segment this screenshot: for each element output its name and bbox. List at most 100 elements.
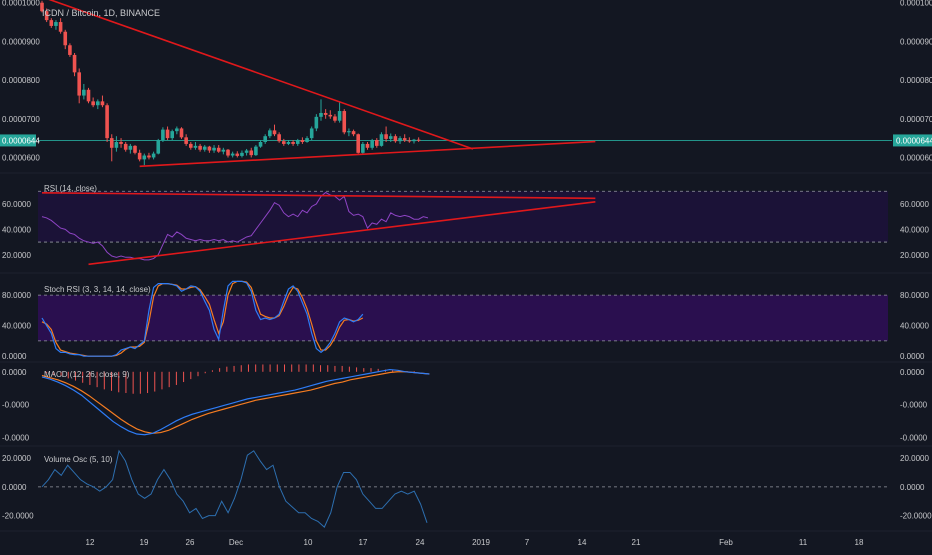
volosc-axis-right-tick-label: -20.0000 [900, 512, 932, 521]
rsi-axis-right-tick-label: 60.0000 [900, 200, 929, 209]
candle-body[interactable] [96, 101, 100, 106]
candle-body[interactable] [128, 145, 133, 150]
candle-body[interactable] [170, 131, 174, 139]
candle-body[interactable] [272, 130, 277, 135]
candle-body[interactable] [254, 146, 258, 156]
candle-body[interactable] [165, 129, 170, 139]
trendline-upper[interactable] [42, 0, 474, 150]
candle-body[interactable] [416, 139, 421, 141]
candle-body[interactable] [309, 128, 314, 139]
stoch-axis-left-tick-label: 40.0000 [2, 322, 31, 331]
candle-body[interactable] [328, 114, 333, 117]
last-price-label-left: 0.0000644 [2, 136, 40, 145]
candle-body[interactable] [133, 145, 137, 153]
candle-body[interactable] [402, 138, 407, 141]
candle-body[interactable] [207, 146, 212, 151]
candle-body[interactable] [100, 101, 105, 106]
candle-body[interactable] [147, 155, 151, 158]
candle-body[interactable] [235, 153, 240, 156]
candle-body[interactable] [49, 20, 54, 26]
candle-body[interactable] [175, 128, 179, 132]
stoch-axis-right-tick-label: 0.0000 [900, 352, 925, 361]
candle-body[interactable] [333, 116, 337, 121]
candle-body[interactable] [347, 131, 351, 133]
candle-body[interactable] [244, 150, 249, 153]
candle-body[interactable] [212, 147, 216, 151]
candle-body[interactable] [189, 143, 193, 148]
candle-body[interactable] [156, 140, 161, 154]
candle-body[interactable] [109, 138, 114, 148]
candle-body[interactable] [342, 111, 347, 133]
candle-body[interactable] [240, 152, 244, 156]
candle-body[interactable] [58, 22, 63, 32]
candle-body[interactable] [286, 141, 291, 144]
candle-body[interactable] [184, 137, 188, 144]
candle-body[interactable] [407, 140, 412, 142]
x-axis-tick-label: 2019 [472, 538, 490, 547]
candle-body[interactable] [193, 145, 198, 148]
candle-body[interactable] [370, 140, 374, 148]
candle-body[interactable] [361, 143, 365, 153]
candle-body[interactable] [388, 136, 393, 139]
trendline-lower[interactable] [139, 140, 596, 168]
candle-body[interactable] [151, 153, 156, 158]
candle-body[interactable] [54, 22, 58, 26]
candle-body[interactable] [63, 31, 68, 46]
volosc-axis-left-tick-label: 0.0000 [2, 483, 27, 492]
candle-body[interactable] [268, 130, 272, 137]
candle-body[interactable] [365, 143, 370, 148]
candle-body[interactable] [249, 150, 254, 156]
candle-body[interactable] [263, 136, 267, 142]
candle-body[interactable] [91, 101, 95, 106]
candle-body[interactable] [119, 141, 123, 144]
candle-body[interactable] [123, 143, 128, 150]
candle-body[interactable] [40, 2, 44, 12]
candle-body[interactable] [291, 141, 295, 144]
candle-body[interactable] [319, 112, 323, 117]
candle-body[interactable] [86, 89, 91, 102]
candle-body[interactable] [277, 134, 281, 142]
candle-body[interactable] [351, 131, 356, 135]
last-price-badge-right [893, 134, 932, 147]
candle-body[interactable] [198, 145, 202, 150]
candle-body[interactable] [230, 153, 235, 156]
candle-body[interactable] [77, 72, 81, 96]
candle-body[interactable] [295, 140, 300, 144]
candle-body[interactable] [300, 140, 305, 142]
candle-body[interactable] [105, 105, 109, 139]
candle-body[interactable] [258, 141, 263, 147]
candle-body[interactable] [282, 141, 286, 144]
candle-body[interactable] [114, 141, 119, 148]
rsi-trendline-upper[interactable] [41, 191, 596, 200]
x-axis-tick-label: 14 [578, 538, 587, 547]
candle-body[interactable] [179, 128, 184, 138]
candle-body[interactable] [356, 134, 360, 153]
candle-body[interactable] [337, 111, 342, 121]
candle-body[interactable] [305, 138, 309, 142]
rsi-band [38, 191, 888, 243]
candle-body[interactable] [82, 89, 86, 96]
candle-body[interactable] [137, 152, 142, 160]
candle-body[interactable] [161, 129, 165, 141]
candle-body[interactable] [68, 45, 72, 55]
candle-body[interactable] [384, 134, 388, 139]
candle-body[interactable] [398, 138, 402, 142]
x-axis-tick-label: Feb [719, 538, 733, 547]
candle-body[interactable] [375, 140, 379, 146]
candle-body[interactable] [393, 136, 398, 142]
candle-body[interactable] [216, 147, 221, 152]
candle-body[interactable] [379, 134, 384, 146]
candle-body[interactable] [142, 155, 147, 160]
candle-body[interactable] [221, 149, 226, 152]
candle-body[interactable] [72, 54, 77, 73]
candle-body[interactable] [202, 146, 207, 150]
rsi-trendline-lower[interactable] [88, 200, 596, 266]
candle-body[interactable] [314, 116, 319, 129]
x-axis-tick-label: 19 [140, 538, 149, 547]
candle-body[interactable] [44, 11, 49, 21]
candle-body[interactable] [226, 149, 230, 156]
candle-body[interactable] [412, 139, 416, 142]
candle-body[interactable] [323, 112, 328, 115]
